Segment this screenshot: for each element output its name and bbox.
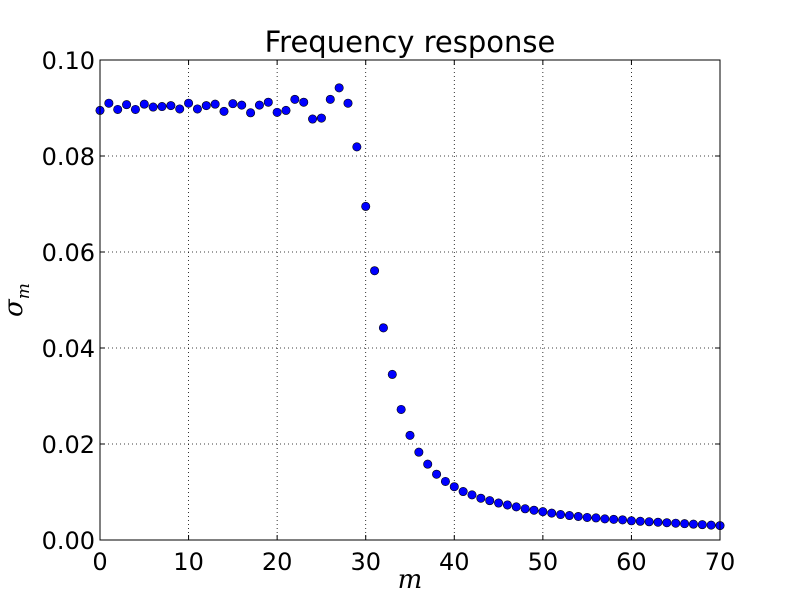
data-point	[538, 507, 548, 517]
data-point	[281, 105, 291, 115]
data-point	[476, 493, 486, 503]
data-point	[139, 99, 149, 109]
data-point	[635, 516, 645, 526]
y-axis-label-subscript: m	[14, 283, 34, 299]
data-point	[618, 515, 628, 525]
y-tick-label: 0.08	[42, 143, 95, 171]
data-point	[219, 106, 229, 116]
data-point	[556, 510, 566, 520]
data-point	[609, 514, 619, 524]
data-point	[387, 369, 397, 379]
data-point	[148, 102, 158, 112]
data-point	[697, 520, 707, 530]
data-point	[688, 519, 698, 529]
data-point	[192, 104, 202, 114]
data-point	[600, 514, 610, 524]
ticks	[99, 59, 721, 541]
data-point	[299, 97, 309, 107]
data-point	[467, 490, 477, 500]
data-point	[423, 459, 433, 469]
y-tick-label: 0.06	[42, 239, 95, 267]
data-point	[458, 487, 468, 497]
data-point	[325, 94, 335, 104]
data-point	[166, 101, 176, 111]
data-point	[122, 100, 132, 110]
plot-background	[100, 60, 720, 540]
data-point	[485, 496, 495, 506]
data-point	[626, 516, 636, 526]
x-tick-label: 20	[262, 548, 293, 576]
data-point	[662, 518, 672, 528]
data-point	[352, 142, 362, 152]
x-axis-label: m	[398, 565, 423, 595]
tick-labels: 0 10 20 30 40 50 60 70 0.00 0.02 0.04 0.06 0.08 0.10	[42, 47, 736, 576]
data-point	[263, 97, 273, 107]
x-tick-label: 10	[173, 548, 204, 576]
data-point	[440, 476, 450, 486]
x-tick-label: 0	[92, 548, 107, 576]
data-point	[653, 517, 663, 527]
y-tick-label: 0.04	[42, 335, 95, 363]
data-point	[432, 469, 442, 479]
data-point	[157, 102, 167, 112]
data-point	[405, 430, 415, 440]
data-point	[316, 113, 326, 123]
data-point	[254, 100, 264, 110]
x-tick-label: 40	[439, 548, 470, 576]
data-point	[104, 98, 114, 108]
data-point	[237, 100, 247, 110]
data-point	[210, 99, 220, 109]
data-point	[573, 511, 583, 521]
x-tick-label: 30	[350, 548, 381, 576]
data-point	[334, 83, 344, 93]
data-point	[246, 108, 256, 118]
data-point	[494, 498, 504, 508]
x-tick-label: 60	[616, 548, 647, 576]
data-point	[529, 505, 539, 515]
data-point	[343, 98, 353, 108]
data-point	[175, 104, 185, 114]
data-point	[290, 94, 300, 104]
data-point	[547, 508, 557, 518]
data-point	[130, 104, 140, 114]
data-point	[201, 101, 211, 111]
x-tick-label: 70	[705, 548, 736, 576]
chart-title: Frequency response	[265, 25, 556, 59]
data-point	[113, 104, 123, 114]
data-point	[308, 114, 318, 124]
y-axis-label-group: σm	[0, 283, 34, 317]
x-tick-label: 50	[528, 548, 559, 576]
data-point	[671, 518, 681, 528]
data-point	[644, 517, 654, 527]
y-tick-label: 0.00	[42, 527, 95, 555]
y-tick-label: 0.02	[42, 431, 95, 459]
data-point	[502, 500, 512, 510]
data-point	[680, 519, 690, 529]
data-point	[228, 99, 238, 109]
data-point	[706, 520, 716, 530]
data-point	[396, 404, 406, 414]
plot-frame	[99, 59, 721, 541]
data-point	[591, 513, 601, 523]
data-point	[449, 482, 459, 492]
y-axis-label-main: σ	[0, 298, 29, 317]
data-point	[520, 504, 530, 514]
data-point	[511, 502, 521, 512]
data-point	[414, 447, 424, 457]
data-point	[378, 323, 388, 333]
y-tick-label: 0.10	[42, 47, 95, 75]
y-axis-label: σm	[0, 283, 34, 317]
data-point	[184, 98, 194, 108]
data-point	[272, 107, 282, 117]
data-point	[361, 201, 371, 211]
grid	[100, 60, 720, 540]
data-point	[582, 512, 592, 522]
data-point	[564, 511, 574, 521]
data-points	[95, 83, 725, 531]
data-point	[370, 266, 380, 276]
